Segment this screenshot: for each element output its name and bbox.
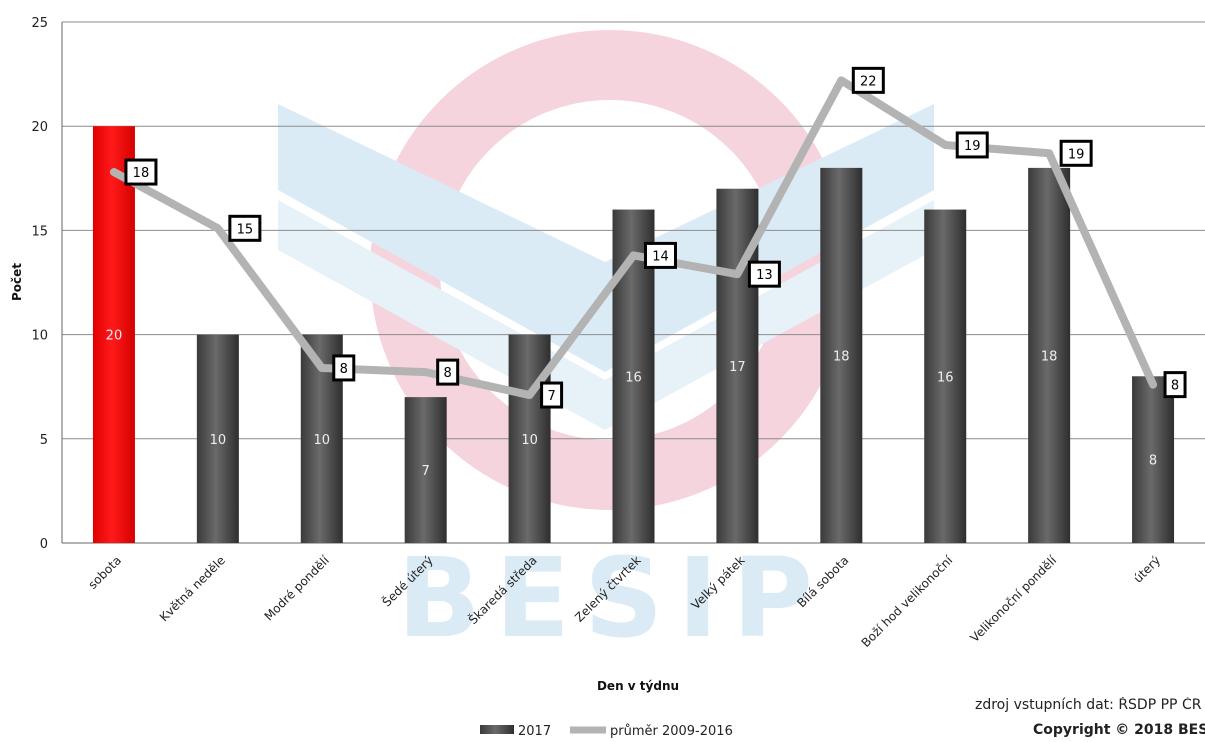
bar-value-label: 17 bbox=[729, 360, 746, 375]
x-tick-label: úterý bbox=[1131, 553, 1163, 585]
average-point-1 bbox=[214, 225, 221, 232]
x-tick-label: Velikonoční pondělí bbox=[968, 553, 1060, 645]
average-value-label: 8 bbox=[444, 366, 452, 381]
bar-value-label: 8 bbox=[1149, 454, 1157, 469]
x-tick-label: Modré pondělí bbox=[262, 553, 333, 624]
bar-value-label: 10 bbox=[210, 433, 227, 448]
copyright-note: Copyright © 2018 BESIP bbox=[1033, 722, 1205, 738]
average-label-box bbox=[436, 358, 460, 386]
bar-value-label: 10 bbox=[313, 433, 330, 448]
y-axis-title: Počet bbox=[10, 263, 24, 301]
average-label-box bbox=[1059, 139, 1093, 167]
average-point-7 bbox=[838, 77, 845, 84]
bar-4 bbox=[508, 334, 551, 543]
bar-value-label: 7 bbox=[422, 464, 430, 479]
y-tick-label: 0 bbox=[40, 537, 48, 552]
y-tick-label: 20 bbox=[31, 120, 48, 135]
average-label-box bbox=[851, 66, 885, 94]
average-point-3 bbox=[422, 369, 429, 376]
bar-7 bbox=[820, 167, 863, 543]
average-value-label: 15 bbox=[237, 222, 254, 237]
average-point-9 bbox=[1046, 150, 1053, 157]
x-tick-label: sobota bbox=[85, 553, 124, 592]
average-value-label: 19 bbox=[1068, 147, 1085, 162]
average-label-box bbox=[228, 214, 262, 242]
bar-10 bbox=[1132, 376, 1175, 543]
average-label-box bbox=[124, 158, 158, 186]
average-point-4 bbox=[526, 392, 533, 399]
bar-1 bbox=[196, 334, 239, 543]
watermark-logo: BESIP bbox=[278, 30, 934, 662]
bar-value-label: 10 bbox=[521, 433, 538, 448]
data-labels: 20 10 10 7 10 16 17 18 16 18 8 18 15 8 8 7 14 13 22 19 19 8 bbox=[106, 66, 1187, 479]
average-label-box bbox=[1163, 371, 1187, 399]
legend-swatch-2017 bbox=[480, 725, 514, 734]
average-label-box bbox=[747, 260, 781, 288]
bar-0 bbox=[92, 126, 135, 543]
legend-label-average: průměr 2009-2016 bbox=[610, 724, 733, 739]
legend: 2017 průměr 2009-2016 bbox=[480, 724, 733, 739]
bar-8 bbox=[924, 209, 967, 543]
x-axis-title: Den v týdnu bbox=[597, 679, 679, 693]
x-tick-label: Květná neděle bbox=[157, 553, 228, 624]
average-value-label: 19 bbox=[964, 139, 981, 154]
average-value-label: 7 bbox=[547, 389, 555, 404]
average-point-0 bbox=[110, 169, 117, 176]
x-tick-label: Boží hod velikonoční bbox=[859, 553, 956, 650]
bar-value-label: 18 bbox=[1041, 349, 1058, 364]
bar-value-label: 18 bbox=[833, 349, 850, 364]
bar-value-label: 20 bbox=[106, 329, 123, 344]
average-value-label: 8 bbox=[340, 362, 348, 377]
y-tick-label: 15 bbox=[31, 224, 48, 239]
average-point-10 bbox=[1150, 381, 1157, 388]
bar-value-label: 16 bbox=[625, 370, 642, 385]
average-label-box bbox=[332, 354, 356, 382]
axes: 0 5 10 15 20 25 bbox=[31, 16, 63, 552]
bar-value-label: 16 bbox=[937, 370, 954, 385]
average-point-5 bbox=[630, 252, 637, 259]
average-label-box bbox=[955, 131, 989, 159]
average-point-2 bbox=[318, 364, 325, 371]
y-tick-label: 5 bbox=[40, 433, 48, 448]
bar-9 bbox=[1028, 167, 1071, 543]
average-value-label: 14 bbox=[652, 249, 669, 264]
average-value-label: 8 bbox=[1171, 379, 1179, 394]
average-point-8 bbox=[942, 141, 949, 148]
watermark-text: BESIP bbox=[397, 534, 827, 662]
y-tick-label: 10 bbox=[31, 329, 48, 344]
source-note: zdroj vstupních dat: ŘSDP PP ČR bbox=[975, 697, 1202, 713]
legend-label-2017: 2017 bbox=[518, 724, 551, 739]
average-value-label: 18 bbox=[133, 166, 150, 181]
average-label-box bbox=[644, 241, 677, 269]
y-tick-label: 25 bbox=[31, 16, 48, 31]
bar-3 bbox=[404, 397, 447, 543]
average-value-label: 22 bbox=[860, 74, 877, 89]
average-label-box bbox=[540, 381, 564, 409]
average-value-label: 13 bbox=[756, 268, 773, 283]
average-point-6 bbox=[734, 271, 741, 278]
